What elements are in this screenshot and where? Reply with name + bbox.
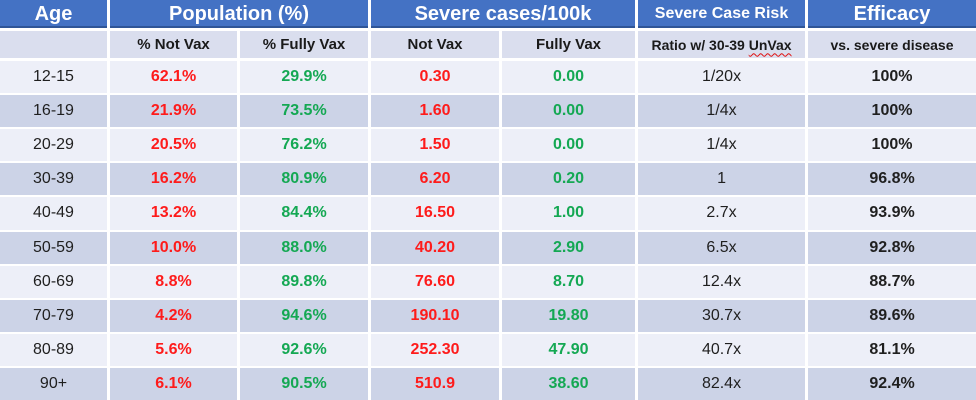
risk-ratio-cell: 30.7x [638, 299, 809, 334]
cases-not-vax-cell: 510.9 [371, 367, 503, 400]
sub-header-row: % Not Vax % Fully Vax Not Vax Fully Vax … [0, 31, 976, 61]
cases-fully-vax-cell: 8.70 [502, 265, 639, 300]
risk-ratio-cell: 1/4x [638, 95, 809, 130]
pct-fully-vax-cell: 73.5% [240, 95, 372, 130]
cases-fully-vax-cell: 47.90 [502, 333, 639, 368]
efficacy-cell: 89.6% [808, 299, 976, 334]
risk-ratio-header-unvax: UnVax [748, 36, 792, 53]
table-row: 16-19 21.9% 73.5% 1.60 0.00 1/4x 100% [0, 95, 976, 130]
efficacy-group-header: Efficacy [808, 0, 976, 31]
age-cell: 50-59 [0, 231, 110, 266]
cases-not-vax-cell: 1.50 [371, 129, 503, 164]
cases-fully-vax-cell: 0.00 [502, 61, 639, 96]
table-row: 30-39 16.2% 80.9% 6.20 0.20 1 96.8% [0, 163, 976, 198]
pct-not-vax-cell: 10.0% [110, 231, 240, 266]
pct-not-vax-cell: 16.2% [110, 163, 240, 198]
age-cell: 12-15 [0, 61, 110, 96]
cases-not-vax-cell: 16.50 [371, 197, 503, 232]
pct-not-vax-cell: 6.1% [110, 367, 240, 400]
table-row: 80-89 5.6% 92.6% 252.30 47.90 40.7x 81.1… [0, 333, 976, 368]
pct-not-vax-cell: 8.8% [110, 265, 240, 300]
cases-fully-vax-cell: 38.60 [502, 367, 639, 400]
table-row: 90+ 6.1% 90.5% 510.9 38.60 82.4x 92.4% [0, 367, 976, 400]
cases-not-vax-cell: 190.10 [371, 299, 503, 334]
table-row: 70-79 4.2% 94.6% 190.10 19.80 30.7x 89.6… [0, 299, 976, 334]
risk-ratio-cell: 1/4x [638, 129, 809, 164]
cases-not-vax-header: Not Vax [371, 31, 503, 61]
age-cell: 70-79 [0, 299, 110, 334]
pct-not-vax-cell: 4.2% [110, 299, 240, 334]
pct-not-vax-cell: 62.1% [110, 61, 240, 96]
age-cell: 16-19 [0, 95, 110, 130]
group-header-row: Age Population (%) Severe cases/100k Sev… [0, 0, 976, 31]
efficacy-cell: 92.4% [808, 367, 976, 400]
pct-fully-vax-cell: 80.9% [240, 163, 372, 198]
table-body: 12-15 62.1% 29.9% 0.30 0.00 1/20x 100% 1… [0, 61, 976, 400]
efficacy-cell: 92.8% [808, 231, 976, 266]
age-cell: 60-69 [0, 265, 110, 300]
risk-group-header: Severe Case Risk [638, 0, 809, 31]
pct-fully-vax-cell: 88.0% [240, 231, 372, 266]
age-cell: 40-49 [0, 197, 110, 232]
cases-fully-vax-cell: 1.00 [502, 197, 639, 232]
age-cell: 30-39 [0, 163, 110, 198]
pct-not-vax-cell: 13.2% [110, 197, 240, 232]
pct-fully-vax-cell: 29.9% [240, 61, 372, 96]
pct-fully-vax-cell: 76.2% [240, 129, 372, 164]
age-group-header: Age [0, 0, 110, 31]
efficacy-cell: 96.8% [808, 163, 976, 198]
pct-fully-vax-cell: 90.5% [240, 367, 372, 400]
cases-fully-vax-header: Fully Vax [502, 31, 639, 61]
cases-not-vax-cell: 0.30 [371, 61, 503, 96]
pct-not-vax-header: % Not Vax [110, 31, 240, 61]
table-header: Age Population (%) Severe cases/100k Sev… [0, 0, 976, 61]
risk-ratio-cell: 12.4x [638, 265, 809, 300]
age-cell: 80-89 [0, 333, 110, 368]
pct-fully-vax-header: % Fully Vax [240, 31, 372, 61]
risk-ratio-cell: 6.5x [638, 231, 809, 266]
efficacy-cell: 81.1% [808, 333, 976, 368]
efficacy-cell: 93.9% [808, 197, 976, 232]
cases-not-vax-cell: 40.20 [371, 231, 503, 266]
cases-fully-vax-cell: 19.80 [502, 299, 639, 334]
age-cell: 20-29 [0, 129, 110, 164]
risk-ratio-cell: 82.4x [638, 367, 809, 400]
efficacy-cell: 100% [808, 61, 976, 96]
pct-not-vax-cell: 20.5% [110, 129, 240, 164]
pct-fully-vax-cell: 89.8% [240, 265, 372, 300]
table-row: 12-15 62.1% 29.9% 0.30 0.00 1/20x 100% [0, 61, 976, 96]
severe-cases-group-header: Severe cases/100k [371, 0, 639, 31]
pct-fully-vax-cell: 84.4% [240, 197, 372, 232]
pct-not-vax-cell: 21.9% [110, 95, 240, 130]
cases-fully-vax-cell: 2.90 [502, 231, 639, 266]
cases-fully-vax-cell: 0.20 [502, 163, 639, 198]
risk-ratio-cell: 1 [638, 163, 809, 198]
efficacy-sub-header: vs. severe disease [808, 31, 976, 61]
cases-not-vax-cell: 1.60 [371, 95, 503, 130]
efficacy-cell: 100% [808, 95, 976, 130]
pct-fully-vax-cell: 92.6% [240, 333, 372, 368]
risk-ratio-header-prefix: Ratio w/ 30-39 [651, 36, 749, 53]
age-cell: 90+ [0, 367, 110, 400]
risk-ratio-header: Ratio w/ 30-39 UnVax [638, 31, 809, 61]
risk-ratio-cell: 2.7x [638, 197, 809, 232]
cases-fully-vax-cell: 0.00 [502, 95, 639, 130]
risk-ratio-cell: 40.7x [638, 333, 809, 368]
table-row: 40-49 13.2% 84.4% 16.50 1.00 2.7x 93.9% [0, 197, 976, 232]
cases-not-vax-cell: 6.20 [371, 163, 503, 198]
cases-not-vax-cell: 252.30 [371, 333, 503, 368]
cases-fully-vax-cell: 0.00 [502, 129, 639, 164]
pct-not-vax-cell: 5.6% [110, 333, 240, 368]
table-row: 20-29 20.5% 76.2% 1.50 0.00 1/4x 100% [0, 129, 976, 164]
pct-fully-vax-cell: 94.6% [240, 299, 372, 334]
population-group-header: Population (%) [110, 0, 372, 31]
efficacy-cell: 88.7% [808, 265, 976, 300]
efficacy-cell: 100% [808, 129, 976, 164]
cases-not-vax-cell: 76.60 [371, 265, 503, 300]
age-sub-header-empty [0, 31, 110, 61]
table-row: 60-69 8.8% 89.8% 76.60 8.70 12.4x 88.7% [0, 265, 976, 300]
risk-ratio-cell: 1/20x [638, 61, 809, 96]
table-row: 50-59 10.0% 88.0% 40.20 2.90 6.5x 92.8% [0, 231, 976, 266]
